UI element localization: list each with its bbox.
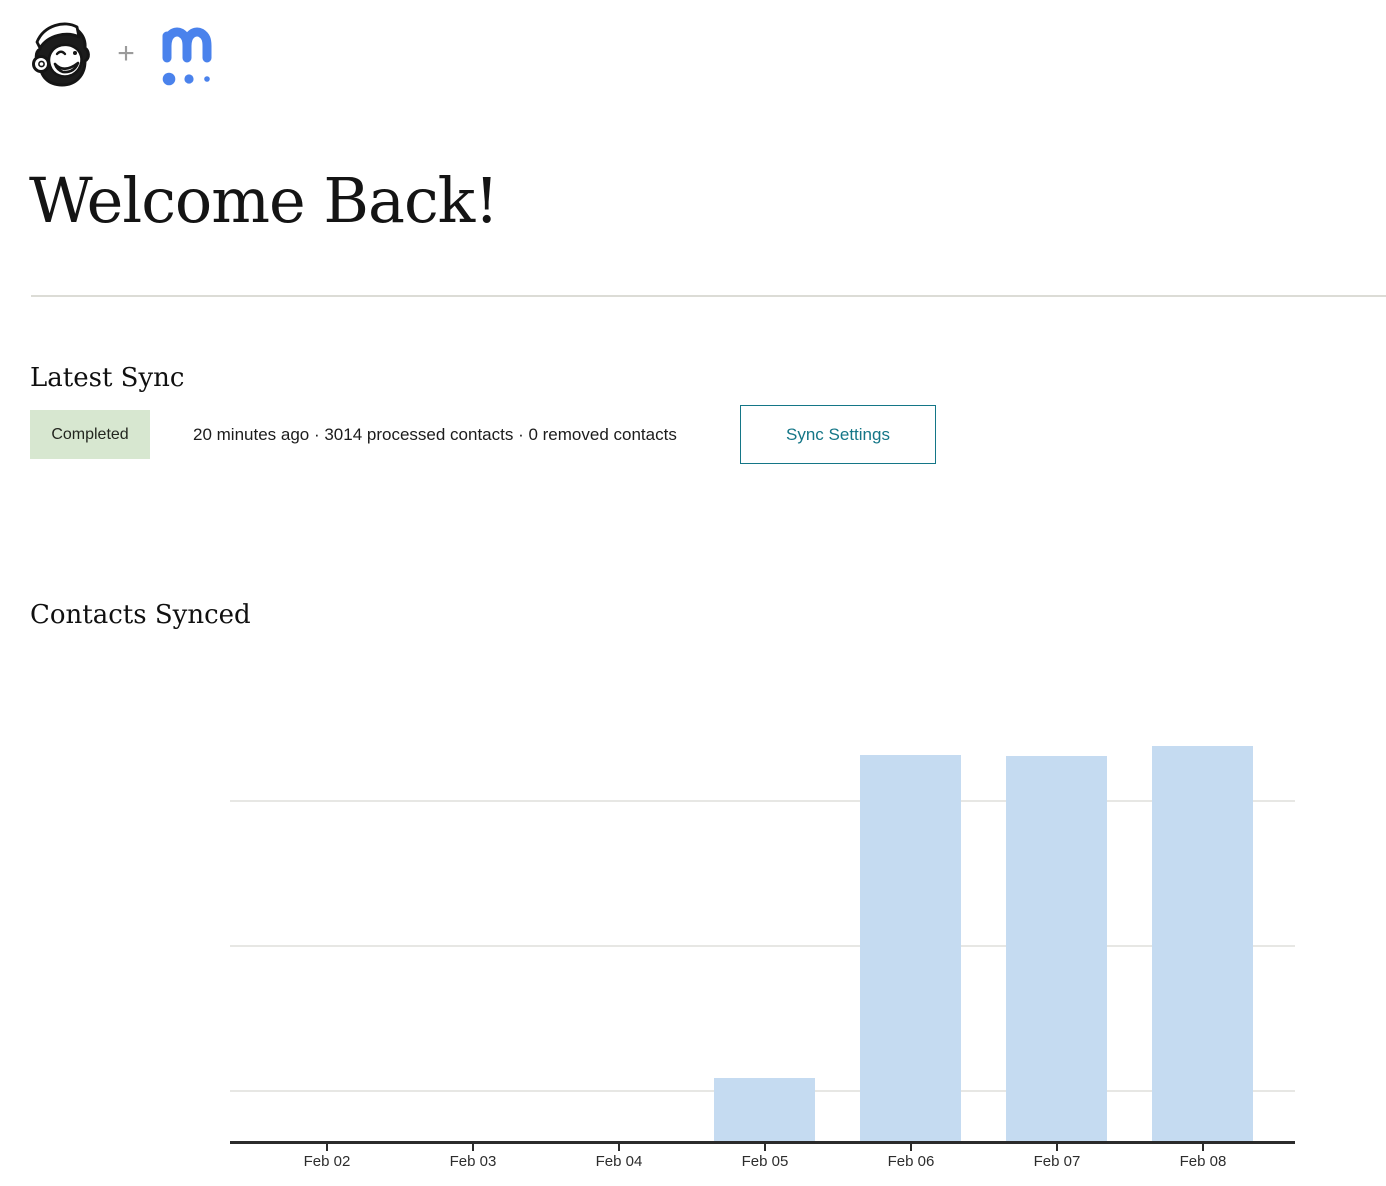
chart-bar[interactable] [1006,756,1107,1141]
chart-x-axis-line [230,1141,1295,1144]
chart-axis-tick [764,1144,766,1151]
chart-bar[interactable] [714,1078,815,1141]
section-divider [31,295,1386,297]
chart-x-label: Feb 03 [449,1153,497,1170]
chart-axis-tick [472,1144,474,1151]
chart-gridline [230,800,1295,802]
chart-x-label: Feb 07 [1033,1153,1081,1170]
latest-sync-heading: Latest Sync [30,363,185,393]
page-title: Welcome Back! [29,164,499,237]
sync-settings-button[interactable]: Sync Settings [740,405,936,464]
chart-bar[interactable] [860,755,961,1141]
chart-axis-tick [1056,1144,1058,1151]
memberstack-m-icon [162,27,212,86]
chart-x-label: Feb 02 [303,1153,351,1170]
chart-gridline [230,945,1295,947]
bar-chart [230,709,1295,1141]
chart-x-label: Feb 06 [887,1153,935,1170]
chart-bar[interactable] [1152,746,1253,1141]
sync-summary-text: 20 minutes ago · 3014 processed contacts… [193,424,677,444]
plus-icon: + [117,37,135,70]
chart-x-label: Feb 08 [1179,1153,1227,1170]
chart-x-label: Feb 05 [741,1153,789,1170]
sync-status-badge: Completed [30,410,150,459]
contacts-synced-heading: Contacts Synced [30,600,251,630]
chart-axis-tick [1202,1144,1204,1151]
chart-axis-tick [618,1144,620,1151]
chart-axis-tick [910,1144,912,1151]
chart-x-label: Feb 04 [595,1153,643,1170]
chart-axis-tick [326,1144,328,1151]
mailchimp-freddie-icon [32,22,90,87]
